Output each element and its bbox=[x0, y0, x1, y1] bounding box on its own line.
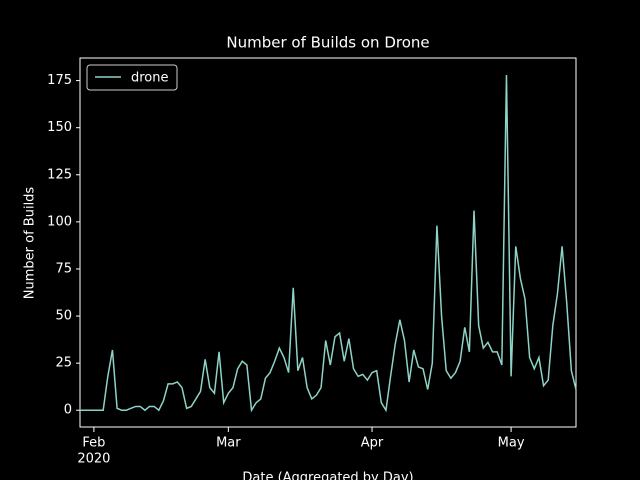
y-tick-label: 125 bbox=[47, 167, 72, 182]
y-tick-label: 25 bbox=[55, 356, 72, 371]
y-tick-label: 50 bbox=[55, 309, 72, 324]
y-tick-label: 150 bbox=[47, 120, 72, 135]
y-tick-label: 100 bbox=[47, 214, 72, 229]
x-tick-label: Apr bbox=[361, 436, 384, 451]
x-tick-label: May bbox=[498, 436, 525, 451]
y-tick-label: 0 bbox=[64, 403, 72, 418]
y-axis-label: Number of Builds bbox=[23, 187, 38, 300]
x-tick-sublabel: 2020 bbox=[77, 452, 110, 467]
chart-title: Number of Builds on Drone bbox=[226, 34, 429, 52]
data-line bbox=[80, 74, 577, 413]
x-axis-label: Date (Aggregated by Day) bbox=[242, 471, 413, 480]
y-tick-label: 175 bbox=[47, 73, 72, 88]
legend-label: drone bbox=[131, 71, 169, 86]
legend-box bbox=[86, 64, 178, 91]
x-tick-label: Feb bbox=[82, 436, 105, 451]
x-tick-label: Mar bbox=[216, 436, 241, 451]
y-tick-label: 75 bbox=[55, 261, 72, 276]
plot-frame bbox=[79, 57, 577, 428]
